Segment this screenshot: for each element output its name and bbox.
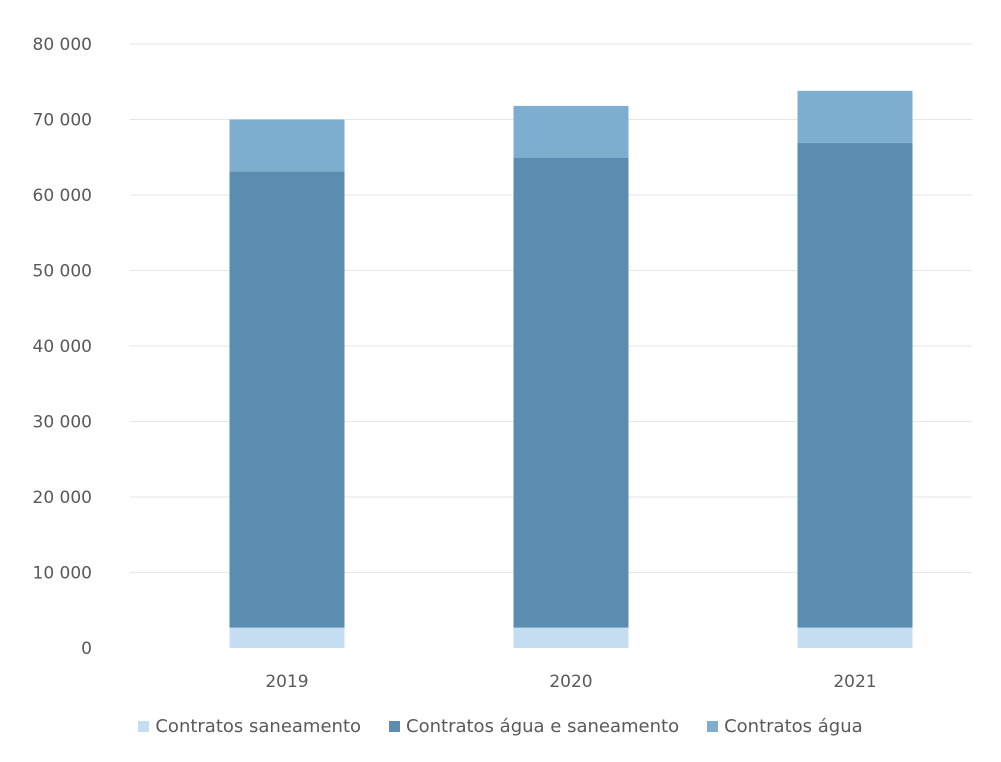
bar-segment <box>797 142 913 628</box>
x-tick-label: 2021 <box>833 672 876 692</box>
legend-swatch <box>389 721 401 732</box>
y-tick-label: 10 000 <box>33 564 92 584</box>
x-tick-label: 2020 <box>549 672 592 692</box>
y-tick-label: 30 000 <box>33 413 92 433</box>
bar-segment <box>513 105 629 159</box>
bar-segment <box>513 627 629 648</box>
y-tick-label: 60 000 <box>33 186 92 206</box>
y-tick-label: 80 000 <box>33 35 92 55</box>
x-tick-label: 2019 <box>265 672 308 692</box>
legend-swatch <box>138 721 150 732</box>
y-axis: 0 10 000 20 000 30 000 40 000 50 000 60 000 70 … <box>33 35 92 659</box>
y-tick-label: 0 <box>81 639 92 659</box>
y-tick-label: 20 000 <box>33 488 92 508</box>
legend-label: Contratos água e saneamento <box>406 716 680 737</box>
bar-segment <box>229 627 345 648</box>
legend-item-saneamento: Contratos saneamento <box>138 716 361 737</box>
y-tick-label: 40 000 <box>33 337 92 357</box>
y-tick-label: 50 000 <box>33 262 92 282</box>
bar-segment <box>229 171 345 628</box>
bar-segment <box>229 119 345 172</box>
y-tick-label: 70 000 <box>33 111 92 131</box>
legend-label: Contratos saneamento <box>155 716 362 737</box>
legend-item-agua: Contratos água <box>707 716 863 737</box>
bar-segment <box>513 158 629 628</box>
legend-label: Contratos água <box>724 716 863 737</box>
bar-segment <box>797 90 913 143</box>
bar-segment <box>797 627 913 648</box>
stacked-bar-chart: 0 10 000 20 000 30 000 40 000 50 000 60 000 70 … <box>33 35 972 692</box>
legend-item-agua-e-saneamento: Contratos água e saneamento <box>389 716 679 737</box>
legend-swatch <box>707 721 719 732</box>
x-axis: 2019 2020 2021 <box>265 672 876 692</box>
bars <box>229 90 913 648</box>
legend: Contratos saneamento Contratos água e sa… <box>0 716 1001 737</box>
